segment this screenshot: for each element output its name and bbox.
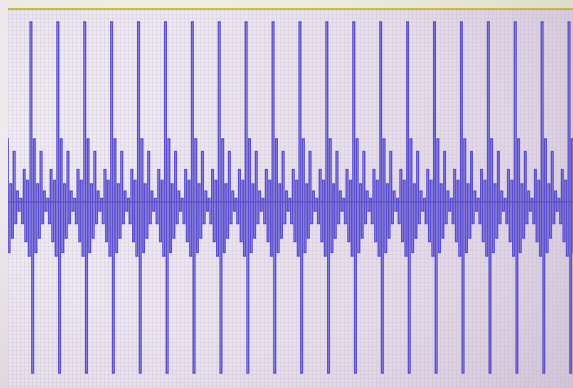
left-track-bezel <box>0 0 8 388</box>
timeline-header-band <box>0 0 573 8</box>
selection-rule <box>0 8 573 10</box>
waveform-canvas[interactable] <box>8 10 573 388</box>
waveform-path[interactable] <box>8 21 573 374</box>
waveform-track[interactable] <box>8 10 573 388</box>
